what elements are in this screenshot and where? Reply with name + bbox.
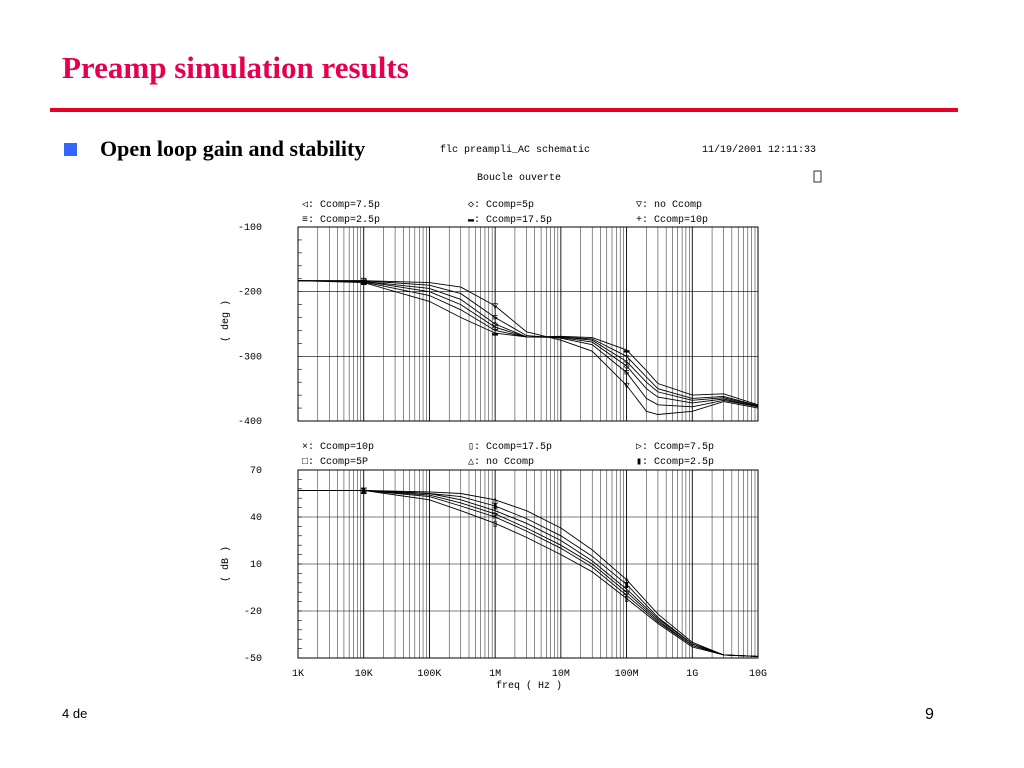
slide-title: Preamp simulation results xyxy=(62,50,409,85)
y-tick-label: 40 xyxy=(250,513,262,524)
plot-frame xyxy=(297,469,759,659)
x-tick-label: 10G xyxy=(749,669,767,680)
legend-entry: ▷: Ccomp=7.5p xyxy=(636,442,714,453)
y-tick-label: 70 xyxy=(250,466,262,477)
page-number: 9 xyxy=(925,706,934,723)
series-line xyxy=(298,280,759,415)
data-marker: ◇ xyxy=(492,320,498,331)
timestamp: 11/19/2001 12:11:33 xyxy=(702,144,816,156)
legend-entry: ▽: no Ccomp xyxy=(636,200,702,211)
legend-entry: ▮: Ccomp=2.5p xyxy=(636,457,714,468)
x-tick-label: 100K xyxy=(417,669,441,680)
y-tick-label: 10 xyxy=(250,560,262,571)
series-line xyxy=(298,489,759,657)
data-marker: ≡ xyxy=(624,369,630,380)
x-tick-label: 100M xyxy=(615,669,639,680)
plot-subtitle: Boucle ouverte xyxy=(477,172,561,184)
data-marker: ▯ xyxy=(624,594,630,605)
data-marker: + xyxy=(492,326,498,337)
series-line xyxy=(298,489,759,657)
series-line xyxy=(298,280,759,408)
legend-entry: ▬: Ccomp=17.5p xyxy=(468,215,552,226)
data-marker: □ xyxy=(492,507,498,518)
data-marker: ◁ xyxy=(624,358,630,369)
x-tick-label: 1M xyxy=(489,669,501,680)
footer-date: 4 de xyxy=(62,706,88,721)
window-marker-icon xyxy=(813,170,822,183)
y-axis-label: ( deg ) xyxy=(220,300,232,342)
bullet-text: Open loop gain and stability xyxy=(100,136,366,161)
y-axis-label: ( dB ) xyxy=(220,546,232,582)
data-marker: ▯ xyxy=(492,519,498,530)
y-tick-label: -300 xyxy=(238,352,262,363)
data-marker: ▷ xyxy=(624,588,630,599)
legend-entry: ◇: Ccomp=5p xyxy=(468,200,534,211)
series-line xyxy=(298,489,759,657)
x-axis-label: freq ( Hz ) xyxy=(496,680,562,692)
data-marker: □ xyxy=(624,585,630,596)
y-tick-label: -400 xyxy=(238,417,262,428)
data-marker: ◁ xyxy=(492,323,498,334)
y-tick-label: -20 xyxy=(244,607,262,618)
data-marker: ▷ xyxy=(361,486,367,497)
data-marker: □ xyxy=(361,486,367,497)
y-tick-label: -100 xyxy=(238,223,262,234)
data-marker: ▽ xyxy=(492,302,498,313)
data-marker: ▮ xyxy=(624,580,630,591)
series-line xyxy=(298,489,759,657)
series-line xyxy=(298,489,759,657)
x-tick-label: 1G xyxy=(686,669,698,680)
legend-entry: ≡: Ccomp=2.5p xyxy=(302,215,380,226)
data-marker: ▬ xyxy=(624,346,630,357)
data-marker: ▮ xyxy=(492,502,498,513)
data-marker: ▽ xyxy=(624,381,630,392)
data-marker: ≡ xyxy=(492,314,498,325)
data-marker: × xyxy=(361,486,367,497)
data-marker: × xyxy=(492,513,498,524)
title-rule xyxy=(50,108,958,112)
series-line xyxy=(297,280,759,406)
plot-frame xyxy=(297,226,759,422)
data-marker: ▮ xyxy=(361,486,367,497)
data-marker: × xyxy=(624,591,630,602)
data-marker: ▯ xyxy=(361,486,367,497)
legend-entry: +: Ccomp=10p xyxy=(636,215,708,226)
series-line xyxy=(297,280,759,406)
data-marker: ▬ xyxy=(361,279,367,290)
legend-entry: △: no Ccomp xyxy=(468,457,534,468)
data-marker: △ xyxy=(624,576,630,587)
data-marker: △ xyxy=(361,486,367,497)
y-tick-label: -50 xyxy=(244,654,262,665)
legend-entry: ▯: Ccomp=17.5p xyxy=(468,442,552,453)
x-tick-label: 10M xyxy=(552,669,570,680)
schematic-name: flc preampli_AC schematic xyxy=(440,144,590,156)
data-marker: ◇ xyxy=(624,362,630,373)
data-marker: ▷ xyxy=(492,510,498,521)
data-marker: + xyxy=(624,352,630,363)
legend-entry: ×: Ccomp=10p xyxy=(302,442,374,453)
data-marker: △ xyxy=(492,496,498,507)
data-marker: + xyxy=(361,278,367,289)
x-tick-label: 10K xyxy=(355,669,373,680)
x-tick-label: 1K xyxy=(292,669,304,680)
series-line xyxy=(297,280,759,408)
legend-entry: ◁: Ccomp=7.5p xyxy=(302,200,380,211)
bullet-square-icon xyxy=(64,143,77,156)
series-line xyxy=(297,280,759,407)
y-tick-label: -200 xyxy=(238,288,262,299)
legend-entry: □: Ccomp=5P xyxy=(302,457,368,468)
series-line xyxy=(298,489,759,657)
data-marker: ▬ xyxy=(492,329,498,340)
